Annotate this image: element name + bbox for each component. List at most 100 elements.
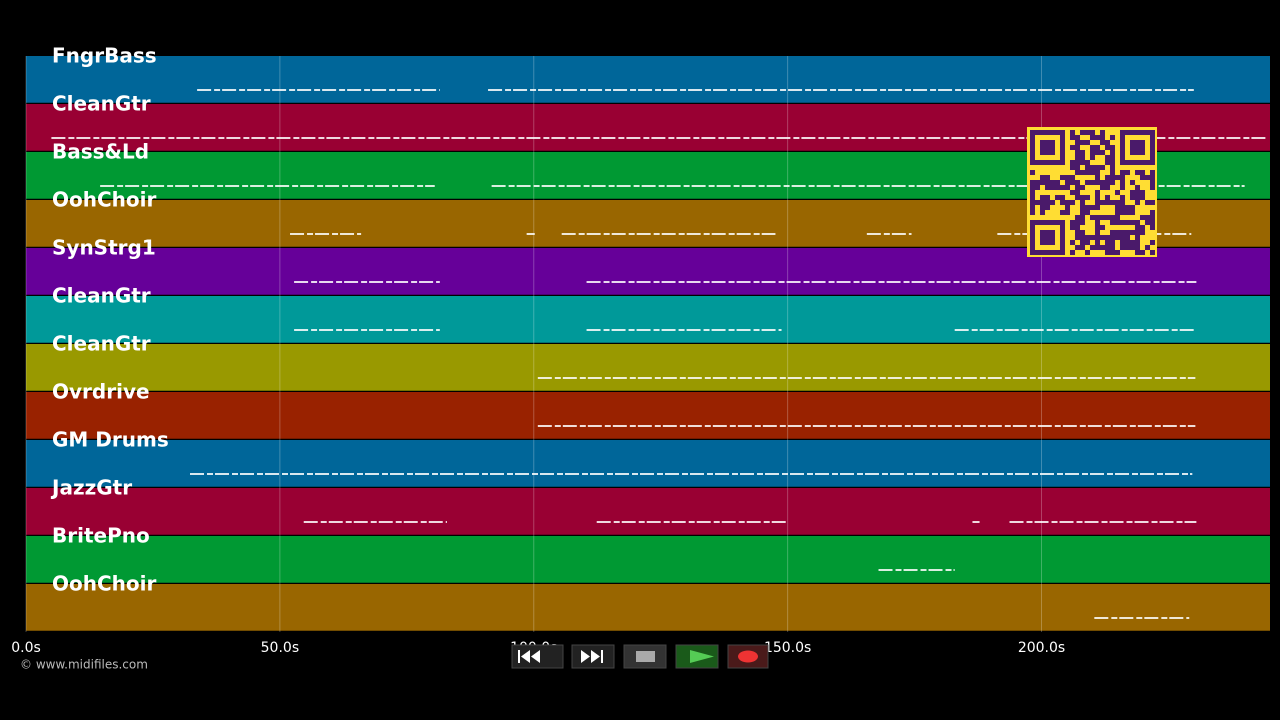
- qr-module: [1140, 230, 1145, 235]
- qr-module: [1080, 240, 1085, 245]
- qr-module: [1080, 210, 1085, 215]
- qr-module: [1080, 130, 1085, 135]
- qr-module: [1075, 160, 1080, 165]
- qr-module: [1120, 210, 1125, 215]
- qr-module: [1125, 205, 1130, 210]
- qr-module: [1080, 235, 1085, 240]
- tick-label: 200.0s: [1018, 640, 1065, 656]
- qr-module: [1070, 175, 1075, 180]
- qr-module: [1120, 170, 1125, 175]
- qr-module: [1045, 180, 1050, 185]
- qr-module: [1105, 160, 1110, 165]
- qr-module: [1030, 205, 1035, 210]
- qr-module: [1075, 245, 1080, 250]
- qr-module: [1090, 155, 1095, 160]
- qr-module: [1095, 230, 1100, 235]
- qr-module: [1065, 180, 1070, 185]
- qr-module: [1040, 200, 1045, 205]
- qr-module: [1070, 240, 1075, 245]
- stop-button[interactable]: [623, 644, 667, 669]
- qr-module: [1110, 240, 1115, 245]
- qr-module: [1060, 175, 1065, 180]
- fast-forward-button[interactable]: [571, 644, 615, 669]
- qr-module: [1075, 215, 1080, 220]
- qr-module: [1105, 195, 1110, 200]
- tick-label: 50.0s: [261, 640, 299, 656]
- qr-module: [1105, 145, 1110, 150]
- qr-module: [1075, 190, 1080, 195]
- qr-module: [1080, 230, 1085, 235]
- qr-module: [1045, 205, 1050, 210]
- qr-module: [1075, 140, 1080, 145]
- qr-module: [1110, 145, 1115, 150]
- qr-module: [1150, 210, 1155, 215]
- record-button[interactable]: [727, 644, 769, 669]
- transport-controls: [511, 644, 769, 669]
- qr-module: [1125, 220, 1130, 225]
- qr-module: [1075, 225, 1080, 230]
- track-name: OohChoir: [52, 572, 156, 596]
- qr-module: [1055, 195, 1060, 200]
- qr-module: [1120, 240, 1125, 245]
- qr-module: [1115, 205, 1120, 210]
- qr-module: [1075, 145, 1080, 150]
- qr-module: [1080, 185, 1085, 190]
- qr-module: [1140, 195, 1145, 200]
- qr-module: [1105, 155, 1110, 160]
- qr-module: [1095, 215, 1100, 220]
- qr-module: [1130, 205, 1135, 210]
- qr-module: [1110, 250, 1115, 255]
- qr-module: [1030, 190, 1035, 195]
- play-button[interactable]: [675, 644, 719, 669]
- qr-module: [1085, 140, 1090, 145]
- qr-module: [1135, 235, 1140, 240]
- qr-module: [1085, 160, 1090, 165]
- qr-module: [1110, 165, 1115, 170]
- qr-module: [1095, 145, 1100, 150]
- qr-module: [1090, 150, 1095, 155]
- qr-module: [1135, 250, 1140, 255]
- qr-module: [1095, 200, 1100, 205]
- qr-module: [1040, 195, 1045, 200]
- qr-module: [1090, 170, 1095, 175]
- qr-module: [1110, 135, 1115, 140]
- qr-module: [1085, 130, 1090, 135]
- qr-module: [1090, 235, 1095, 240]
- qr-module: [1095, 205, 1100, 210]
- qr-module: [1125, 210, 1130, 215]
- qr-module: [1145, 245, 1150, 250]
- qr-module: [1080, 170, 1085, 175]
- qr-module: [1090, 245, 1095, 250]
- qr-module: [1085, 165, 1090, 170]
- qr-module: [1110, 180, 1115, 185]
- qr-module: [1105, 185, 1110, 190]
- qr-module: [1030, 200, 1035, 205]
- track-lane: [26, 584, 1270, 631]
- qr-module: [1085, 210, 1090, 215]
- rewind-button[interactable]: [511, 644, 564, 669]
- qr-module: [1130, 245, 1135, 250]
- qr-module: [1125, 235, 1130, 240]
- qr-module: [1110, 230, 1115, 235]
- track-name: Ovrdrive: [52, 380, 150, 404]
- qr-module: [1075, 150, 1080, 155]
- track-lane: [26, 392, 1270, 439]
- qr-module: [1110, 245, 1115, 250]
- qr-module: [1065, 205, 1070, 210]
- qr-module: [1085, 250, 1090, 255]
- qr-module: [1085, 180, 1090, 185]
- qr-module: [1095, 175, 1100, 180]
- qr-module: [1135, 230, 1140, 235]
- qr-module: [1055, 180, 1060, 185]
- qr-module: [1130, 220, 1135, 225]
- qr-module: [1080, 150, 1085, 155]
- qr-module: [1075, 135, 1080, 140]
- qr-module: [1125, 170, 1130, 175]
- qr-module: [1130, 190, 1135, 195]
- qr-module: [1090, 205, 1095, 210]
- qr-module: [1070, 250, 1075, 255]
- qr-module: [1085, 170, 1090, 175]
- qr-module: [1150, 185, 1155, 190]
- qr-module: [1095, 245, 1100, 250]
- qr-module: [1070, 190, 1075, 195]
